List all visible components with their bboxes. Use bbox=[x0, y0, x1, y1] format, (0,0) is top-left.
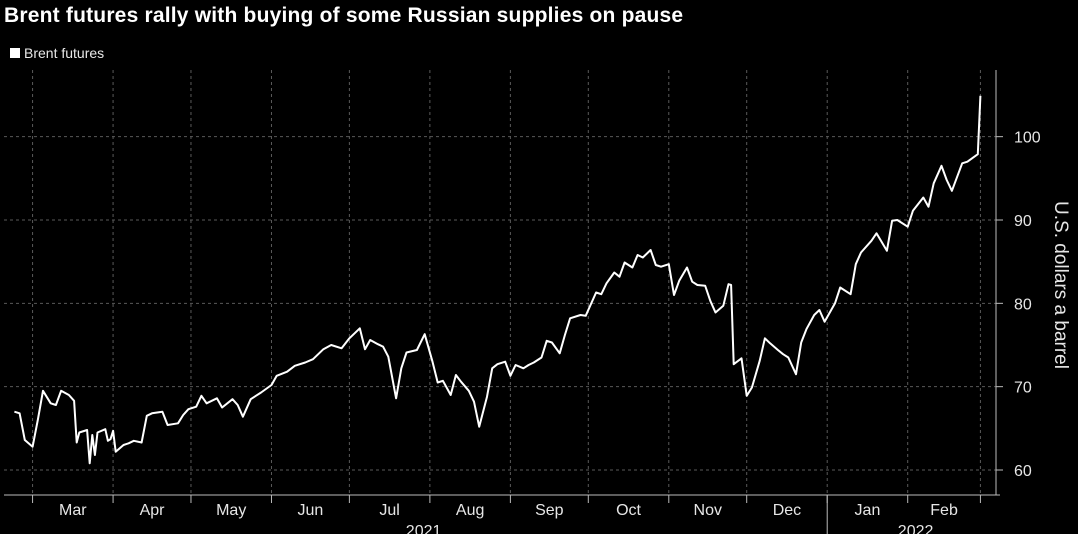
y-tick-label: 70 bbox=[1014, 380, 1032, 397]
x-tick-label: Jun bbox=[298, 502, 324, 519]
year-label: 2022 bbox=[898, 523, 934, 534]
series-line-brent-futures bbox=[14, 95, 982, 465]
x-tick-label: Oct bbox=[616, 502, 641, 519]
x-tick-label: Jul bbox=[379, 502, 399, 519]
y-axis-label: U.S. dollars a barrel bbox=[1050, 201, 1071, 369]
x-tick-label: Mar bbox=[59, 502, 87, 519]
y-tick-label: 80 bbox=[1014, 296, 1032, 313]
y-tick-label: 60 bbox=[1014, 463, 1032, 480]
chart-title: Brent futures rally with buying of some … bbox=[4, 4, 684, 27]
x-tick-label: May bbox=[216, 502, 246, 519]
x-tick-label: Nov bbox=[694, 502, 722, 519]
x-tick-label: Feb bbox=[930, 502, 958, 519]
legend: Brent futures bbox=[10, 45, 104, 61]
tick-labels: 60 70 80 90 100 Mar Apr May Jun Jul Aug Sep Oct Nov De… bbox=[59, 130, 1041, 534]
x-tick-label: Sep bbox=[535, 502, 564, 519]
year-label: 2021 bbox=[406, 523, 442, 534]
x-tick-label: Apr bbox=[140, 502, 166, 519]
legend-label: Brent futures bbox=[24, 45, 105, 61]
axes bbox=[4, 70, 1003, 534]
grid-lines bbox=[4, 70, 996, 495]
y-tick-label: 100 bbox=[1014, 130, 1041, 147]
y-tick-label: 90 bbox=[1014, 213, 1032, 230]
series-marks bbox=[14, 95, 982, 465]
x-tick-label: Dec bbox=[773, 502, 801, 519]
x-tick-label: Jan bbox=[855, 502, 881, 519]
x-tick-label: Aug bbox=[456, 502, 484, 519]
legend-swatch bbox=[10, 48, 20, 58]
